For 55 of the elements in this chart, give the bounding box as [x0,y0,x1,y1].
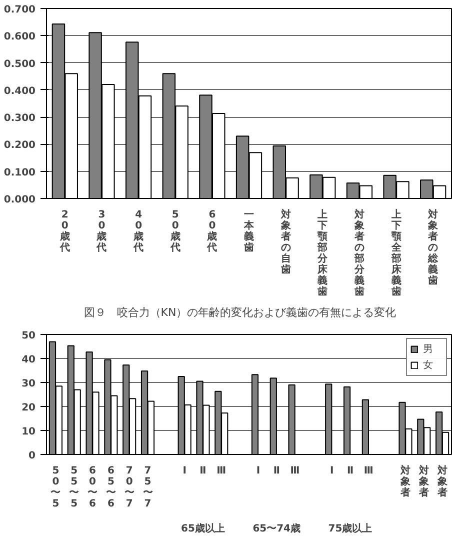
bar [343,386,351,454]
x-tick-label: 50〜5 [50,465,61,510]
x-tick-label: 対象者 [436,464,448,498]
x-tick-label: Ⅲ [364,465,374,476]
y-tick-label: 10 [22,426,36,438]
x-tick-label: 30歳代 [96,210,107,254]
x-tick-label: 65〜6 [106,465,116,510]
legend-label: 女 [423,358,434,372]
text: 75歳以上 [328,522,372,534]
x-tick-label: Ⅱ [346,465,354,476]
x-tick-label: Ⅱ [273,465,280,476]
x-tick-label: 対象者の自歯 [280,208,291,276]
text: 65〜74歳 [252,522,301,534]
y-tick-label: 0.700 [4,4,36,16]
y-tick-label: 0.300 [4,113,36,124]
x-tick-label: 40歳代 [132,210,144,254]
x-tick-label: Ⅱ [200,465,206,476]
x-tick-label: 対象者 [418,464,429,498]
y-tick-label: 0 [28,450,36,462]
x-tick-label: 70〜7 [124,465,134,510]
y-tick-label: 30 [22,378,36,390]
x-tick-label: 対象者の部分義歯 [353,208,366,298]
x-tick-label: 75〜7 [142,465,153,510]
x-tick-label: Ⅲ [290,465,300,476]
y-tick-label: 0.500 [4,58,36,70]
y-tick-label: 50 [22,330,36,342]
bar [288,384,296,454]
y-tick-label: 40 [22,354,36,366]
x-tick-label: 対象者の総義歯 [427,208,440,286]
x-tick-label: Ⅲ [216,465,226,476]
bar [251,374,259,454]
x-tick-label: 50歳代 [169,210,180,254]
x-tick-label: 60歳代 [206,210,218,254]
x-tick-label: 対象者 [399,464,410,498]
x-tick-label: 上下顎全部床義歯 [390,208,402,298]
x-tick-label: 一本義歯 [243,210,255,254]
x-tick-label: Ⅰ [256,465,260,476]
text: 65歳以上 [181,522,225,534]
x-tick-label: Ⅰ [330,465,334,476]
x-tick-label: 20歳代 [58,210,70,254]
x-tick-label: 上下顎部分床義歯 [316,208,329,298]
y-tick-label: 0.200 [4,140,36,152]
y-tick-label: 0.400 [4,86,36,97]
y-tick-label: 20 [22,402,36,414]
x-tick-label: 60〜6 [88,465,98,510]
bar [325,383,332,454]
x-tick-label: 55〜5 [69,465,80,510]
bar [362,398,369,454]
x-tick-label: Ⅰ [182,465,186,476]
legend-label: 男 [423,342,434,356]
caption: 図９ 咬合力（KN）の年齢的変化および義歯の有無による変化 [84,305,396,321]
bar [270,377,277,454]
y-tick-label: 0.100 [4,167,36,178]
y-tick-label: 0.000 [4,194,36,206]
y-tick-label: 0.600 [4,32,36,43]
